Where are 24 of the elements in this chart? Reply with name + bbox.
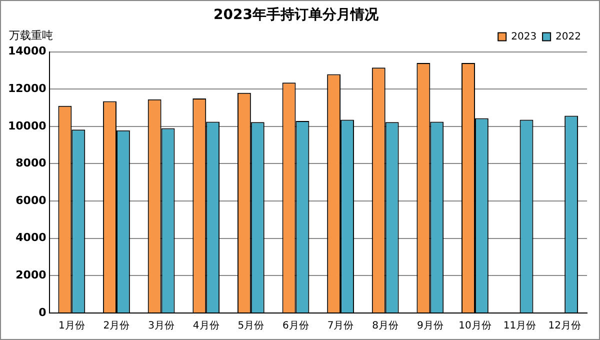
y-tick-label: 6000 bbox=[16, 194, 47, 207]
x-tick-label: 2月份 bbox=[103, 320, 130, 332]
x-tick-label: 7月份 bbox=[327, 320, 354, 332]
legend-label: 2023 bbox=[511, 31, 537, 42]
y-tick-label: 10000 bbox=[8, 119, 47, 132]
y-tick-label: 14000 bbox=[8, 44, 47, 58]
x-tick-label: 10月份 bbox=[458, 320, 492, 332]
y-tick-label: 12000 bbox=[8, 82, 47, 95]
legend-label: 2022 bbox=[556, 31, 582, 42]
x-tick-label: 6月份 bbox=[282, 320, 309, 332]
x-tick-label: 12月份 bbox=[548, 320, 581, 332]
y-tick-label: 8000 bbox=[16, 156, 47, 170]
y-tick-label: 4000 bbox=[16, 231, 47, 244]
x-tick-label: 11月份 bbox=[503, 320, 536, 332]
x-tick-label: 8月份 bbox=[372, 320, 399, 332]
x-tick-label: 4月份 bbox=[192, 320, 220, 332]
x-tick-label: 1月份 bbox=[58, 320, 85, 332]
x-tick-label: 9月份 bbox=[416, 320, 444, 332]
y-tick-label: 2000 bbox=[16, 268, 47, 282]
chart-title: 2023年手持订单分月情况 bbox=[214, 6, 380, 24]
x-tick-label: 3月份 bbox=[148, 320, 174, 332]
y-axis-title: 万载重吨 bbox=[9, 29, 53, 42]
y-tick-label: 0 bbox=[38, 306, 47, 319]
x-tick-label: 5月份 bbox=[238, 320, 264, 332]
